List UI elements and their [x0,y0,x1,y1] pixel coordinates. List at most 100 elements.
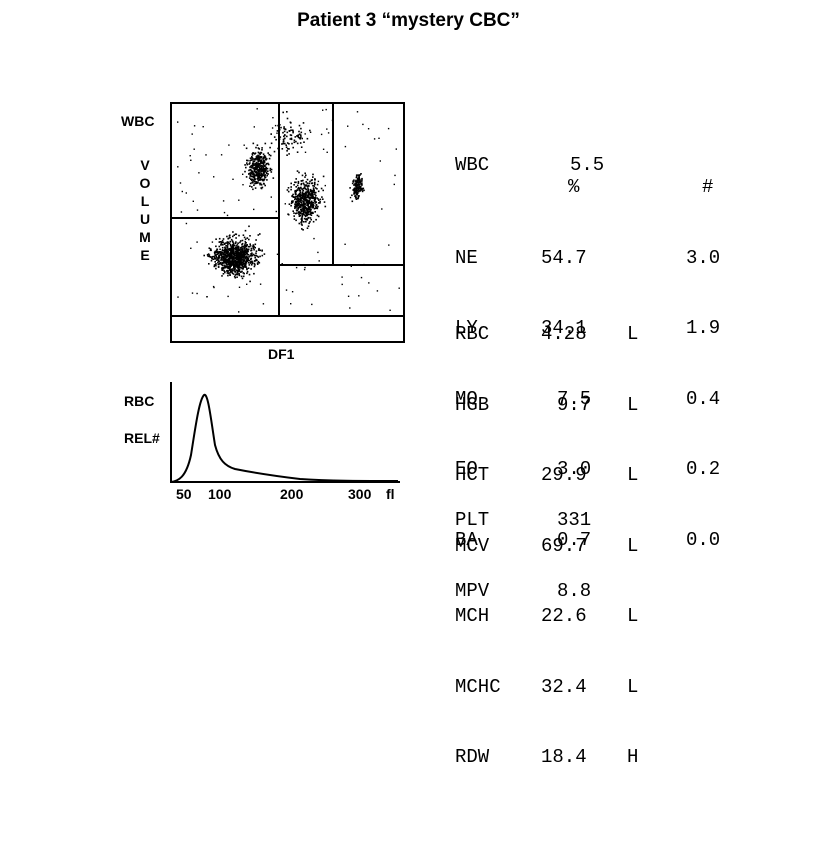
scatter-dot [229,274,231,276]
scatter-dot [250,175,253,178]
scatter-dot [357,174,360,177]
scatter-dot [300,194,302,197]
scatter-dot [232,247,235,250]
scatter-dot [238,255,241,258]
scatter-dot [290,182,292,185]
scatter-dot [246,270,249,273]
scatter-dot [238,252,241,255]
scatter-dot [353,184,355,186]
scatter-dot [363,263,365,266]
scatter-dot [224,260,226,263]
histogram-tick: fl [386,486,395,502]
scatter-dot [257,154,259,157]
scatter-dot [216,248,219,251]
scatter-dot [281,148,284,150]
scatter-dot [218,237,221,240]
scatter-dot [311,179,313,181]
scatter-dot [179,182,182,184]
scatter-dot [294,196,296,198]
scatter-dot [354,184,357,187]
scatter-dot [257,151,260,154]
scatter-dot [259,163,262,165]
scatter-dot [314,187,317,189]
scatter-dot [256,166,259,169]
scatter-dot [251,159,253,161]
scatter-dot [303,207,306,209]
scatter-dot [262,165,264,167]
scatter-dot [261,175,263,177]
scatter-dot [276,130,279,132]
volume-letter: O [139,175,151,191]
scatter-dot [358,195,360,197]
scatter-dot [223,250,225,252]
scatter-dot [219,261,221,264]
scatter-dot [307,216,310,219]
scatter-dot [252,167,254,170]
volume-letter: U [139,211,151,227]
scatter-dot [223,267,225,269]
scatter-dot [232,250,234,253]
scatter-dot [254,243,257,246]
scatter-dot [312,203,315,206]
scatter-dot [247,248,250,251]
scatter-dot [292,210,294,212]
scatter-dot [252,172,255,175]
scatter-dot [302,182,305,185]
scatter-dot [297,200,299,203]
scatter-dot [296,189,298,192]
table-row: NE 54.7 3.0 [455,247,735,271]
scatter-dot [240,271,242,273]
scatter-dot [234,274,237,276]
scatter-dot [259,168,262,171]
scatter-dot [292,146,294,149]
scatter-dot [229,245,232,247]
scatter-dot [258,152,261,154]
scatter-dot [298,200,300,202]
scatter-dot [242,267,244,269]
scatter-dot [249,245,252,247]
scatter-dot [301,203,303,206]
scatter-dot [307,225,310,227]
scatter-dot [251,175,254,178]
scatter-dot [286,150,288,152]
scatter-dot [232,246,235,249]
scatter-dot [308,222,310,225]
scatter-dot [283,126,285,128]
scatter-dot [305,174,307,177]
scatter-dot [248,259,251,262]
scatter-dot [237,264,240,266]
scatter-dot [246,159,248,162]
scatter-dot [256,170,258,173]
scatter-dot [253,262,256,265]
scatter-dot [246,163,249,166]
scatter-dot [231,248,234,251]
scatter-dot [352,180,354,182]
scatter-dot [226,260,228,263]
row-flag: L [627,675,639,698]
scatter-dot [269,167,272,170]
scatter-dot [241,277,244,280]
scatter-dot [255,163,258,165]
scatter-dot [260,156,263,159]
scatter-dot [241,239,244,242]
scatter-dot [271,127,274,129]
scatter-dot [381,208,383,210]
table-row: LY 34.1 1.9 [455,317,735,341]
scatter-dot [357,179,359,181]
scatter-dot [292,193,294,196]
scatter-dot [244,240,246,243]
wbc-label: WBC [455,154,490,176]
scatter-dot [249,235,251,237]
scatter-dot [304,197,307,199]
table-row: HGB 9.7 L [455,394,655,418]
scatter-dot [307,205,309,207]
scatter-dot [226,264,228,266]
scatter-dot [230,260,232,262]
scatter-dot [246,272,248,275]
scatter-dot [266,167,269,170]
scatter-dot [229,252,232,254]
row-flag: L [627,323,639,345]
scatter-dot [241,261,244,264]
scatter-dot [296,170,299,172]
scatter-dot [225,242,227,244]
